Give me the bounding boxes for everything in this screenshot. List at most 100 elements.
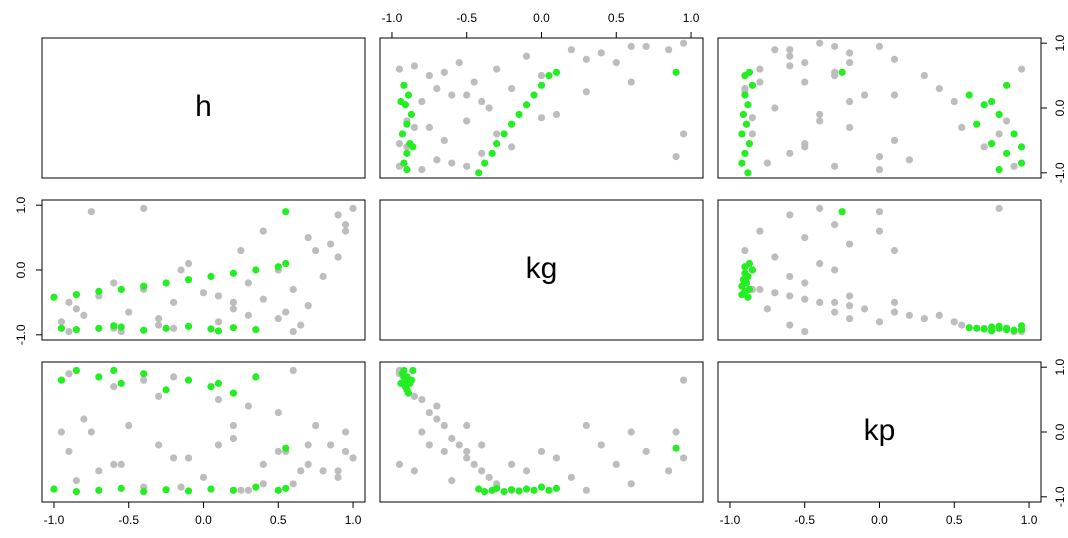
point — [403, 149, 411, 157]
point — [980, 143, 988, 151]
point — [395, 460, 404, 469]
point — [672, 68, 680, 76]
point — [252, 326, 260, 334]
point — [334, 467, 342, 475]
point — [672, 428, 680, 436]
point — [738, 159, 746, 167]
point — [57, 376, 66, 384]
point — [1017, 143, 1026, 151]
y-tick-label: 1.0 — [1053, 35, 1067, 52]
point — [507, 486, 516, 494]
point — [289, 366, 297, 375]
y-tick-label: 1.0 — [1053, 359, 1067, 376]
point — [304, 460, 312, 469]
point — [838, 208, 846, 216]
point — [334, 211, 342, 219]
variable-label: h — [195, 90, 212, 123]
point — [80, 415, 88, 423]
point — [935, 84, 943, 93]
point — [875, 227, 884, 235]
point — [327, 441, 335, 449]
point — [920, 71, 928, 80]
point — [478, 149, 486, 157]
point — [155, 441, 163, 449]
point — [500, 488, 508, 496]
point — [177, 266, 185, 274]
point — [627, 42, 635, 51]
point — [409, 143, 417, 151]
point — [252, 483, 260, 491]
point — [229, 305, 238, 313]
point — [349, 454, 357, 462]
point — [184, 454, 193, 462]
point — [162, 486, 170, 494]
point — [404, 91, 413, 99]
point — [741, 91, 749, 99]
point — [169, 298, 178, 307]
point — [786, 321, 794, 329]
point — [845, 97, 854, 106]
point — [72, 326, 80, 334]
point — [418, 428, 426, 436]
point — [409, 366, 417, 375]
point — [965, 324, 973, 332]
point — [582, 486, 590, 494]
point — [207, 325, 215, 333]
point — [771, 289, 779, 297]
x-tick-label: -1.0 — [382, 11, 403, 25]
point — [463, 454, 471, 462]
point — [207, 485, 215, 493]
point — [756, 227, 764, 235]
point — [304, 233, 312, 242]
point — [995, 165, 1003, 174]
point — [831, 68, 839, 76]
point — [395, 140, 404, 148]
point — [950, 318, 958, 326]
point — [140, 376, 148, 384]
point — [304, 441, 312, 449]
point — [110, 279, 118, 287]
point — [57, 318, 66, 326]
point — [237, 246, 245, 255]
point — [207, 383, 215, 391]
point — [582, 55, 590, 63]
point — [440, 68, 448, 76]
point — [1003, 149, 1011, 157]
point — [485, 473, 493, 481]
point — [845, 292, 854, 300]
point — [140, 282, 148, 290]
point — [312, 421, 320, 430]
point — [763, 305, 771, 313]
point — [756, 78, 764, 86]
point — [463, 91, 471, 99]
point — [642, 447, 650, 456]
point — [756, 285, 764, 294]
point — [988, 140, 996, 148]
point — [341, 221, 350, 229]
point — [890, 246, 899, 255]
point — [463, 421, 471, 430]
x-tick-label: -1.0 — [720, 513, 741, 527]
point — [748, 130, 756, 138]
point — [665, 46, 673, 54]
point — [110, 322, 118, 330]
x-tick-label: -0.5 — [794, 513, 815, 527]
point — [229, 389, 238, 397]
point — [801, 295, 809, 303]
point — [831, 298, 839, 307]
point — [920, 315, 928, 323]
point — [162, 386, 170, 394]
point — [905, 311, 914, 319]
point — [845, 123, 854, 132]
point — [229, 434, 238, 443]
point — [229, 421, 238, 430]
point — [425, 71, 433, 80]
point — [875, 153, 884, 161]
point — [463, 162, 471, 170]
point — [935, 311, 943, 319]
point — [259, 227, 267, 235]
point — [582, 88, 590, 96]
point — [140, 326, 148, 334]
point — [481, 159, 489, 167]
point — [627, 480, 635, 488]
